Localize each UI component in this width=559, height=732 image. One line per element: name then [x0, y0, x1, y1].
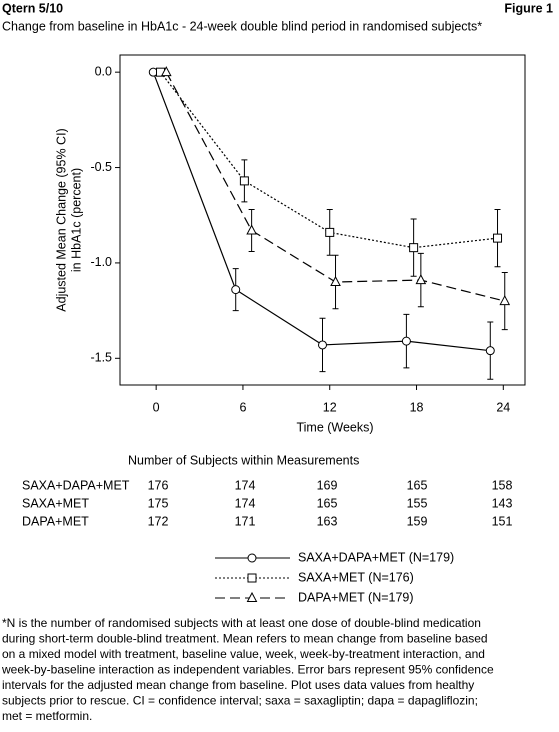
- data-point: [231, 285, 241, 295]
- series-line: [152, 71, 491, 352]
- legend-label: SAXA+DAPA+MET (N=179): [298, 550, 454, 564]
- table-count: 174: [235, 496, 256, 510]
- x-axis-label: Time (Weeks): [296, 420, 373, 434]
- data-point: [409, 243, 419, 253]
- data-point: [401, 336, 411, 346]
- table-count: 171: [235, 514, 256, 528]
- y-axis-label: Adjusted Mean Change (95% CI): [54, 128, 68, 311]
- header-left: Qtern 5/10: [2, 1, 63, 15]
- footnote-line: on a mixed model with treatment, baselin…: [2, 647, 485, 661]
- table-title: Number of Subjects within Measurements: [128, 453, 359, 467]
- footnote-line: intervals for the adjusted mean change f…: [2, 678, 474, 692]
- table-count: 159: [407, 514, 428, 528]
- footnote-line: subjects prior to rescue. CI = confidenc…: [2, 694, 478, 708]
- footnote-line: during short-term double-blind treatment…: [2, 632, 488, 646]
- table-count: 174: [235, 478, 256, 492]
- legend-marker: [246, 591, 258, 602]
- legend-label: DAPA+MET (N=179): [298, 590, 414, 604]
- y-axis-label: in HbA1c (percent): [69, 168, 83, 272]
- header-right: Figure 1: [504, 1, 553, 15]
- plot-frame: [119, 54, 526, 386]
- data-point: [160, 66, 172, 77]
- table-count: 169: [317, 478, 338, 492]
- table-count: 172: [148, 514, 169, 528]
- table-count: 155: [407, 496, 428, 510]
- y-tick-label: -1.5: [90, 351, 112, 365]
- footnote-line: *N is the number of randomised subjects …: [2, 616, 481, 630]
- footnote-line: met = metformin.: [2, 709, 92, 723]
- legend-marker: [247, 553, 257, 563]
- footnote-line: week-by-baseline interaction as independ…: [1, 663, 494, 677]
- table-count: 165: [407, 478, 428, 492]
- table-count: 175: [148, 496, 169, 510]
- data-point: [415, 274, 427, 285]
- x-tick-label: 6: [239, 400, 246, 414]
- table-count: 158: [492, 478, 513, 492]
- data-point: [485, 346, 495, 356]
- table-count: 143: [492, 496, 513, 510]
- chart-title: Change from baseline in HbA1c - 24-week …: [2, 19, 482, 33]
- table-count: 165: [317, 496, 338, 510]
- table-count: 151: [492, 514, 513, 528]
- table-row-label: SAXA+DAPA+MET: [22, 478, 130, 492]
- data-point: [318, 340, 327, 350]
- x-tick-label: 24: [496, 400, 510, 414]
- data-point: [499, 295, 511, 306]
- data-point: [239, 176, 249, 186]
- y-tick-label: -1.0: [90, 255, 112, 269]
- legend-label: SAXA+MET (N=176): [298, 570, 414, 584]
- y-tick-label: -0.5: [90, 160, 112, 174]
- table-count: 163: [317, 514, 338, 528]
- data-point: [330, 275, 341, 286]
- data-point: [493, 233, 503, 243]
- data-point: [325, 227, 335, 237]
- table-row-label: DAPA+MET: [22, 514, 89, 528]
- series-line: [160, 71, 498, 249]
- x-tick-label: 18: [410, 400, 424, 414]
- table-count: 176: [148, 478, 169, 492]
- y-tick-label: 0.0: [95, 64, 112, 78]
- legend-marker: [247, 573, 257, 583]
- x-tick-label: 0: [153, 400, 160, 414]
- x-tick-label: 12: [323, 400, 337, 414]
- data-point: [246, 224, 257, 235]
- table-row-label: SAXA+MET: [22, 496, 89, 510]
